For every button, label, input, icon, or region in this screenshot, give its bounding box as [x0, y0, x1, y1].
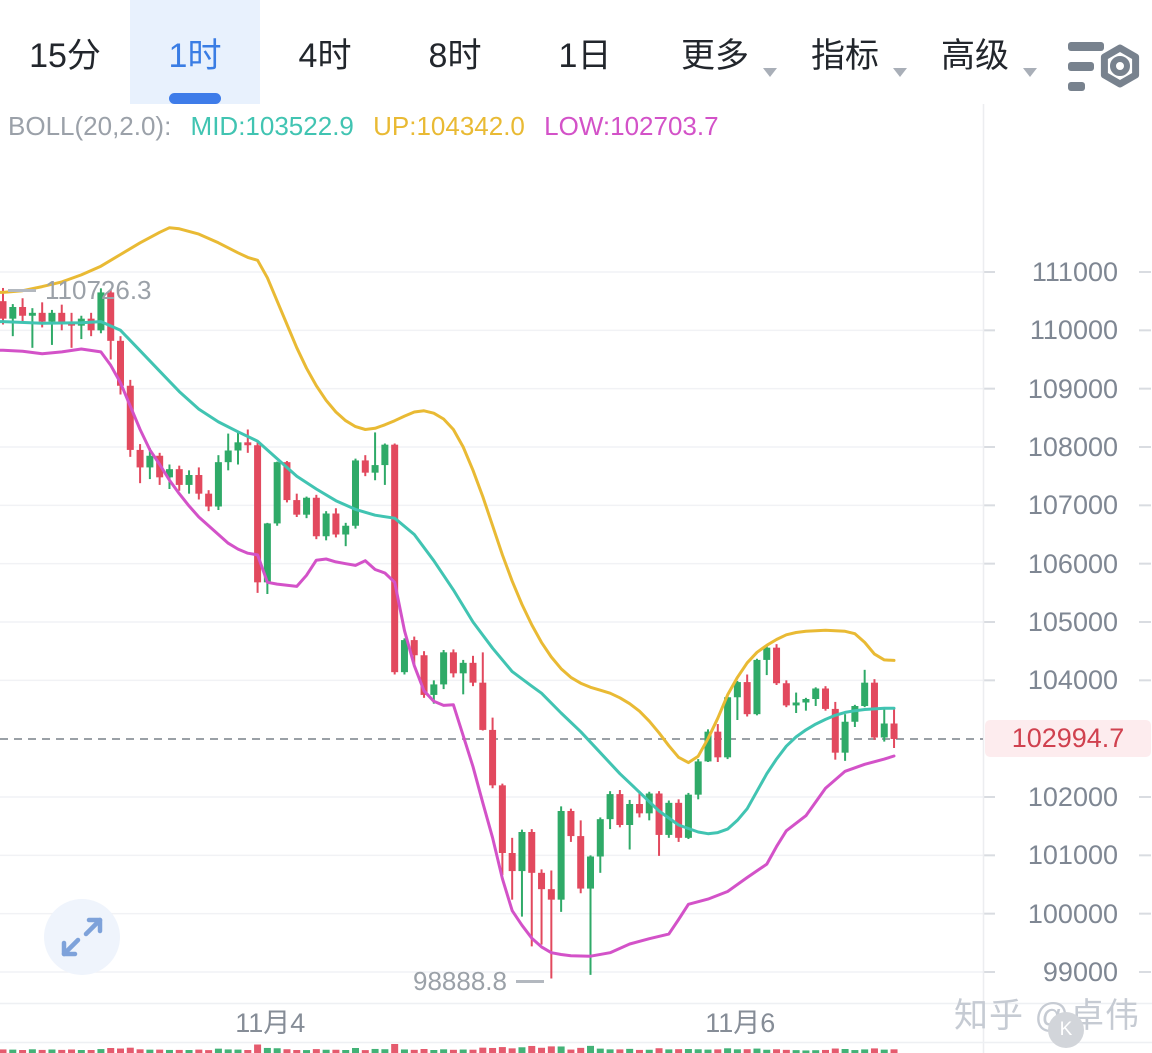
- chevron-down-icon: [763, 68, 777, 77]
- chevron-down-icon: [1023, 68, 1037, 77]
- tab-label: 高级: [941, 36, 1009, 75]
- chart-settings-button[interactable]: [1062, 40, 1146, 96]
- boll-up-value: UP:104342.0: [373, 111, 525, 141]
- tab-4时[interactable]: 4时: [260, 0, 390, 104]
- tab-label: 15分: [29, 36, 101, 75]
- active-tab-indicator: [169, 93, 221, 104]
- expand-arrows-icon: [61, 917, 103, 957]
- fullscreen-button[interactable]: [44, 899, 120, 975]
- boll-low-value: LOW:102703.7: [544, 111, 719, 141]
- tab-1日[interactable]: 1日: [520, 0, 650, 104]
- tab-label: 1日: [558, 36, 612, 75]
- y-axis-label: 105000: [1027, 606, 1118, 637]
- low-annotation-dash: [515, 980, 544, 983]
- timeframe-toolbar: 15分 1时 4时 8时 1日 更多 指标 高级: [0, 0, 1152, 104]
- tab-1时[interactable]: 1时: [130, 0, 260, 104]
- y-axis-label: 99000: [1042, 956, 1118, 987]
- high-annotation-value: 110726.3: [45, 275, 152, 305]
- list-gear-icon: [1068, 42, 1140, 91]
- high-price-annotation: 110726.3: [8, 275, 152, 306]
- tab-更多[interactable]: 更多: [650, 0, 780, 104]
- tab-高级[interactable]: 高级: [910, 0, 1040, 104]
- y-axis-label: 108000: [1027, 431, 1118, 462]
- y-axis-label: 110000: [1029, 315, 1118, 346]
- y-axis-label: 101000: [1027, 840, 1118, 871]
- boll-legend: BOLL(20,2.0): MID:103522.9 UP:104342.0 L…: [8, 111, 731, 142]
- tab-指标[interactable]: 指标: [780, 0, 910, 104]
- y-axis-label: 111000: [1031, 257, 1118, 287]
- tab-15分[interactable]: 15分: [0, 0, 130, 104]
- y-axis-label: 106000: [1027, 548, 1118, 579]
- low-price-annotation: 98888.8: [413, 966, 544, 997]
- high-annotation-dash: [8, 289, 36, 292]
- y-axis-label: 100000: [1027, 898, 1118, 929]
- tab-label: 4时: [298, 36, 352, 75]
- watermark-badge-icon: K: [1048, 1012, 1084, 1048]
- current-price-badge: 102994.7: [985, 720, 1151, 758]
- y-axis-label: 102000: [1027, 781, 1118, 812]
- boll-params-label: BOLL(20,2.0):: [8, 111, 172, 141]
- low-annotation-value: 98888.8: [413, 966, 507, 996]
- tab-label: 1时: [168, 36, 222, 75]
- watermark-text: 知乎 @卓伟: [954, 997, 1140, 1035]
- y-axis-label: 109000: [1027, 373, 1118, 404]
- x-axis-label: 11月6: [705, 1008, 776, 1038]
- y-axis-label: 104000: [1027, 665, 1118, 696]
- x-axis-label: 11月4: [235, 1008, 306, 1038]
- tab-label: 指标: [811, 36, 879, 75]
- chevron-down-icon: [893, 68, 907, 77]
- tab-label: 更多: [681, 36, 749, 75]
- tab-label: 8时: [428, 36, 482, 75]
- tab-8时[interactable]: 8时: [390, 0, 520, 104]
- y-axis-label: 107000: [1027, 490, 1118, 521]
- boll-mid-value: MID:103522.9: [190, 111, 354, 141]
- timeframe-tabs: 15分 1时 4时 8时 1日 更多 指标 高级: [0, 0, 1040, 104]
